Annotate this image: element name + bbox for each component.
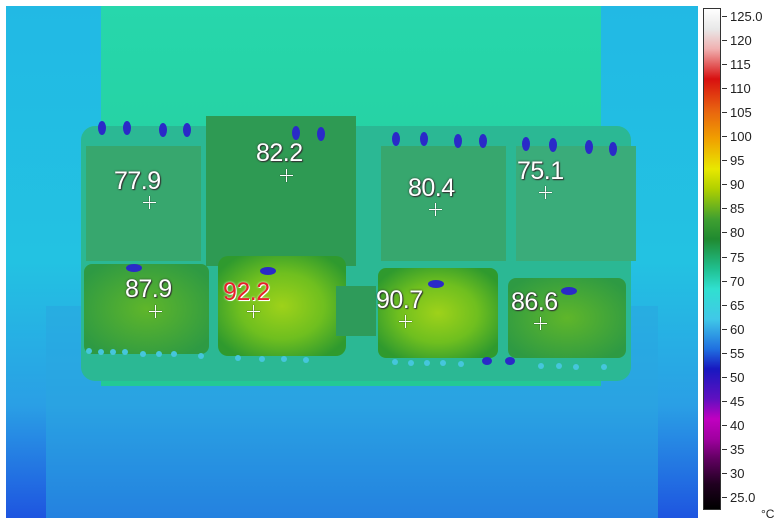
crosshair-icon <box>399 315 412 328</box>
temperature-color-scale <box>703 8 721 510</box>
spot-reading: 87.9 <box>125 275 172 303</box>
scale-tick-label: 55 <box>730 345 745 361</box>
scale-tick-label: 60 <box>730 321 745 337</box>
crosshair-icon <box>280 169 293 182</box>
scale-tick <box>722 352 727 354</box>
scale-tick <box>722 112 727 114</box>
scale-tick <box>722 448 727 450</box>
spot-reading-max: 92.2 <box>223 278 270 306</box>
scale-tick <box>722 40 727 42</box>
scale-tick-label: 90 <box>730 177 745 193</box>
scale-tick <box>722 208 727 210</box>
crosshair-icon <box>534 317 547 330</box>
scale-tick-label: 70 <box>730 273 745 289</box>
scale-tick-label: 25.0 <box>730 490 756 505</box>
scale-tick-label: 120 <box>730 33 752 49</box>
spot-reading: 82.2 <box>256 139 303 167</box>
scale-tick-label: 105 <box>730 105 752 121</box>
spot-reading: 90.7 <box>376 286 423 314</box>
scale-tick <box>722 472 727 474</box>
spot-reading: 86.6 <box>511 288 558 316</box>
scale-tick <box>722 16 727 17</box>
scale-tick-label: 35 <box>730 441 745 457</box>
scale-tick-label: 115 <box>730 57 751 73</box>
scale-tick <box>722 88 727 90</box>
scale-tick <box>722 497 727 498</box>
scale-tick-label: 125.0 <box>730 9 763 24</box>
crosshair-icon <box>539 186 552 199</box>
scale-tick-label: 30 <box>730 465 745 481</box>
spot-reading: 77.9 <box>114 167 161 195</box>
scale-tick <box>722 328 727 330</box>
scale-tick <box>722 232 727 234</box>
thermal-image <box>6 6 698 518</box>
scale-tick-label: 45 <box>730 393 745 409</box>
scale-tick-label: 75 <box>730 249 745 265</box>
scale-tick-label: 100 <box>730 129 752 145</box>
scale-tick <box>722 256 727 258</box>
scale-tick-label: 80 <box>730 225 745 241</box>
scale-tick-label: 95 <box>730 153 745 169</box>
spot-reading: 80.4 <box>408 174 455 202</box>
scale-tick <box>722 160 727 162</box>
crosshair-icon <box>429 203 442 216</box>
scale-tick-label: 110 <box>730 81 751 97</box>
crosshair-icon <box>149 305 162 318</box>
scale-tick <box>722 376 727 378</box>
scale-tick-label: 85 <box>730 201 745 217</box>
scale-tick <box>722 400 727 402</box>
crosshair-icon <box>247 305 260 318</box>
scale-tick-label: 40 <box>730 417 745 433</box>
scale-tick-label: 65 <box>730 297 745 313</box>
scale-tick-label: 50 <box>730 369 745 385</box>
temperature-unit: °C <box>761 507 774 521</box>
scale-tick <box>722 280 727 282</box>
spot-reading: 75.1 <box>517 157 564 185</box>
scale-tick <box>722 424 727 426</box>
scale-tick <box>722 136 727 138</box>
crosshair-icon <box>143 196 156 209</box>
scale-tick <box>722 304 727 306</box>
scale-tick <box>722 184 727 186</box>
scale-tick <box>722 64 727 66</box>
